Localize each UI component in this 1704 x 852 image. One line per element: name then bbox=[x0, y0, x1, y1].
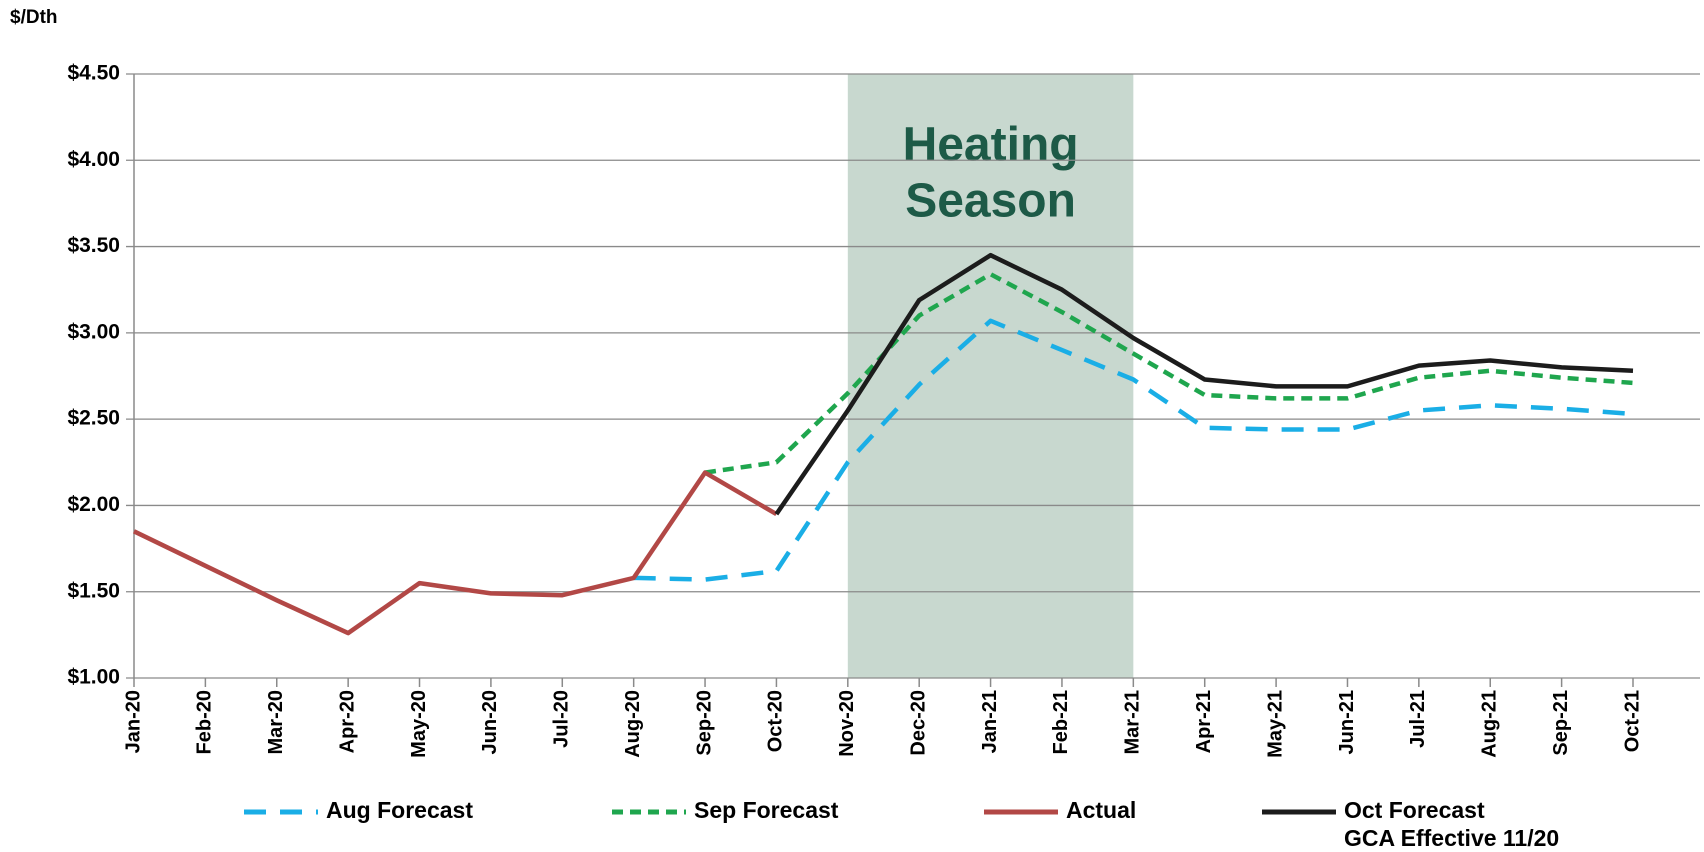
x-tick-label: Oct-21 bbox=[1621, 690, 1643, 752]
y-tick-label: $2.00 bbox=[67, 493, 120, 516]
x-tick-label: Apr-20 bbox=[336, 690, 358, 753]
x-tick-label: Oct-20 bbox=[765, 690, 787, 752]
x-tick-label: Jul-20 bbox=[551, 690, 573, 748]
legend-sublabel: GCA Effective 11/20 bbox=[1344, 825, 1559, 851]
x-tick-label: Sep-21 bbox=[1550, 690, 1572, 756]
x-tick-label: Jan-21 bbox=[979, 690, 1001, 753]
x-tick-label: Feb-20 bbox=[194, 690, 216, 754]
x-tick-label: Mar-20 bbox=[265, 690, 287, 754]
x-tick-label: Feb-21 bbox=[1050, 690, 1072, 754]
x-tick-label: Aug-20 bbox=[622, 690, 644, 758]
x-tick-label: Mar-21 bbox=[1122, 690, 1144, 754]
y-tick-label: $2.50 bbox=[67, 407, 120, 430]
shaded-region bbox=[847, 74, 1134, 678]
y-tick-label: $4.00 bbox=[67, 148, 120, 171]
x-tick-label: May-21 bbox=[1264, 690, 1286, 758]
x-tick-label: May-20 bbox=[408, 690, 430, 758]
line-series bbox=[704, 271, 1634, 475]
legend-label: Aug Forecast bbox=[326, 797, 473, 823]
region-label: Heating bbox=[903, 119, 1079, 172]
x-tick-label: Jul-21 bbox=[1407, 690, 1429, 748]
x-tick-label: Sep-20 bbox=[693, 690, 715, 756]
y-tick-label: $1.00 bbox=[67, 666, 120, 689]
x-tick-label: Dec-20 bbox=[907, 690, 929, 756]
line-series bbox=[633, 318, 1634, 582]
y-tick-label: $1.50 bbox=[67, 579, 120, 602]
x-tick-label: Apr-21 bbox=[1193, 690, 1215, 753]
x-tick-label: Nov-20 bbox=[836, 690, 858, 757]
region-label: Season bbox=[905, 175, 1076, 228]
x-tick-label: Jan-20 bbox=[122, 690, 144, 753]
x-tick-label: Jun-20 bbox=[479, 690, 501, 754]
y-tick-label: $3.50 bbox=[67, 234, 120, 257]
x-tick-label: Jun-21 bbox=[1336, 690, 1358, 754]
y-tick-label: $4.50 bbox=[67, 62, 120, 85]
x-tick-label: Aug-21 bbox=[1479, 690, 1501, 758]
line-series bbox=[133, 470, 778, 636]
y-axis-label: $/Dth bbox=[10, 7, 58, 28]
legend-label: Oct Forecast bbox=[1344, 797, 1485, 823]
legend-label: Actual bbox=[1066, 797, 1136, 823]
line-series bbox=[774, 252, 1634, 516]
legend-label: Sep Forecast bbox=[694, 797, 839, 823]
y-tick-label: $3.00 bbox=[67, 320, 120, 343]
